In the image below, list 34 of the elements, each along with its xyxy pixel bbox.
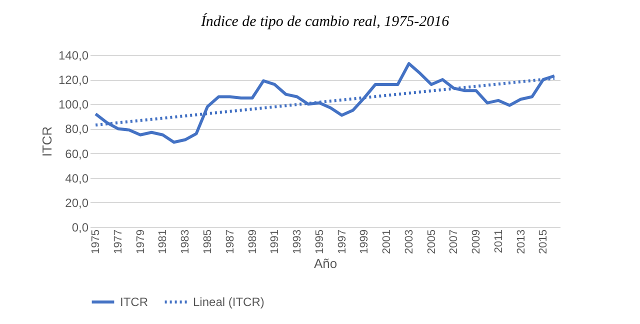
chart-title: Índice de tipo de cambio real, 1975-2016 xyxy=(200,13,450,30)
y-tick-label: 120,0 xyxy=(58,73,89,88)
x-tick-label: 1993 xyxy=(292,230,304,254)
x-tick-label: 2001 xyxy=(381,230,394,254)
x-tick-label: 2003 xyxy=(403,230,416,254)
x-tick-label: 1981 xyxy=(157,230,170,254)
y-tick-label: 0,0 xyxy=(72,220,89,234)
legend-label: ITCR xyxy=(120,295,148,309)
x-axis-title: Año xyxy=(314,256,338,271)
x-tick-label: 1979 xyxy=(134,230,147,254)
x-tick-label: 2007 xyxy=(448,230,460,254)
y-tick-label: 80,0 xyxy=(65,122,89,136)
x-tick-label: 2009 xyxy=(470,230,483,254)
legend-label: Lineal (ITCR) xyxy=(193,295,264,309)
x-tick-label: 1983 xyxy=(180,230,192,254)
x-tick-label: 1977 xyxy=(112,230,124,254)
x-tick-label: 1995 xyxy=(314,230,326,254)
y-tick-label: 60,0 xyxy=(65,146,89,161)
x-tick-label: 1985 xyxy=(202,230,214,254)
x-tick-label: 1989 xyxy=(246,230,259,254)
x-tick-label: 2011 xyxy=(492,230,505,254)
y-tick-label: 140,0 xyxy=(58,48,89,62)
y-tick-label: 100,0 xyxy=(58,98,89,112)
x-tick-label: 1991 xyxy=(269,230,282,254)
x-tick-label: 1997 xyxy=(336,230,348,254)
x-tick-label: 1999 xyxy=(358,230,371,254)
x-tick-label: 2013 xyxy=(515,230,528,254)
x-tick-label: 2015 xyxy=(538,230,550,254)
y-tick-label: 40,0 xyxy=(65,171,89,186)
y-tick-label: 20,0 xyxy=(65,196,89,210)
x-tick-label: 2005 xyxy=(426,230,438,254)
y-axis-title: ITCR xyxy=(39,126,54,157)
x-tick-label: 1987 xyxy=(224,230,236,254)
x-tick-label: 1975 xyxy=(90,230,102,254)
